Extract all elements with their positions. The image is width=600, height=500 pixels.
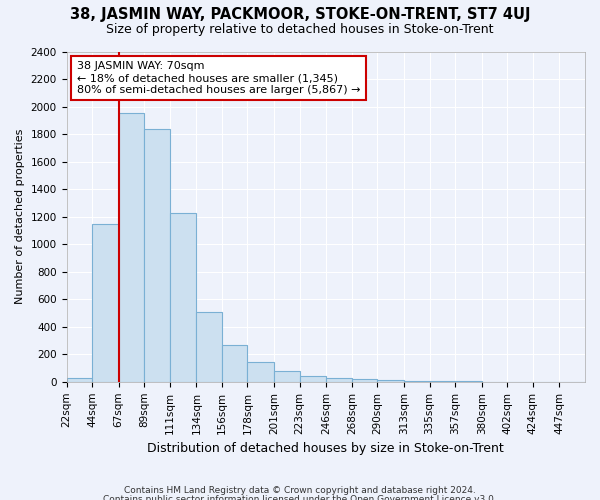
Bar — [67, 378, 92, 382]
Text: Size of property relative to detached houses in Stoke-on-Trent: Size of property relative to detached ho… — [106, 22, 494, 36]
Bar — [92, 224, 119, 382]
Bar — [247, 362, 274, 382]
Bar — [299, 376, 326, 382]
Bar — [170, 213, 196, 382]
X-axis label: Distribution of detached houses by size in Stoke-on-Trent: Distribution of detached houses by size … — [148, 442, 504, 455]
Bar — [377, 380, 404, 382]
Bar — [430, 381, 455, 382]
Text: 38 JASMIN WAY: 70sqm
← 18% of detached houses are smaller (1,345)
80% of semi-de: 38 JASMIN WAY: 70sqm ← 18% of detached h… — [77, 62, 361, 94]
Bar — [352, 379, 377, 382]
Bar — [274, 371, 299, 382]
Y-axis label: Number of detached properties: Number of detached properties — [15, 129, 25, 304]
Bar — [119, 114, 144, 382]
Bar — [196, 312, 222, 382]
Text: Contains HM Land Registry data © Crown copyright and database right 2024.: Contains HM Land Registry data © Crown c… — [124, 486, 476, 495]
Text: Contains public sector information licensed under the Open Government Licence v3: Contains public sector information licen… — [103, 495, 497, 500]
Bar — [326, 378, 352, 382]
Bar — [222, 344, 247, 382]
Bar — [144, 128, 170, 382]
Bar — [404, 380, 430, 382]
Text: 38, JASMIN WAY, PACKMOOR, STOKE-ON-TRENT, ST7 4UJ: 38, JASMIN WAY, PACKMOOR, STOKE-ON-TRENT… — [70, 8, 530, 22]
